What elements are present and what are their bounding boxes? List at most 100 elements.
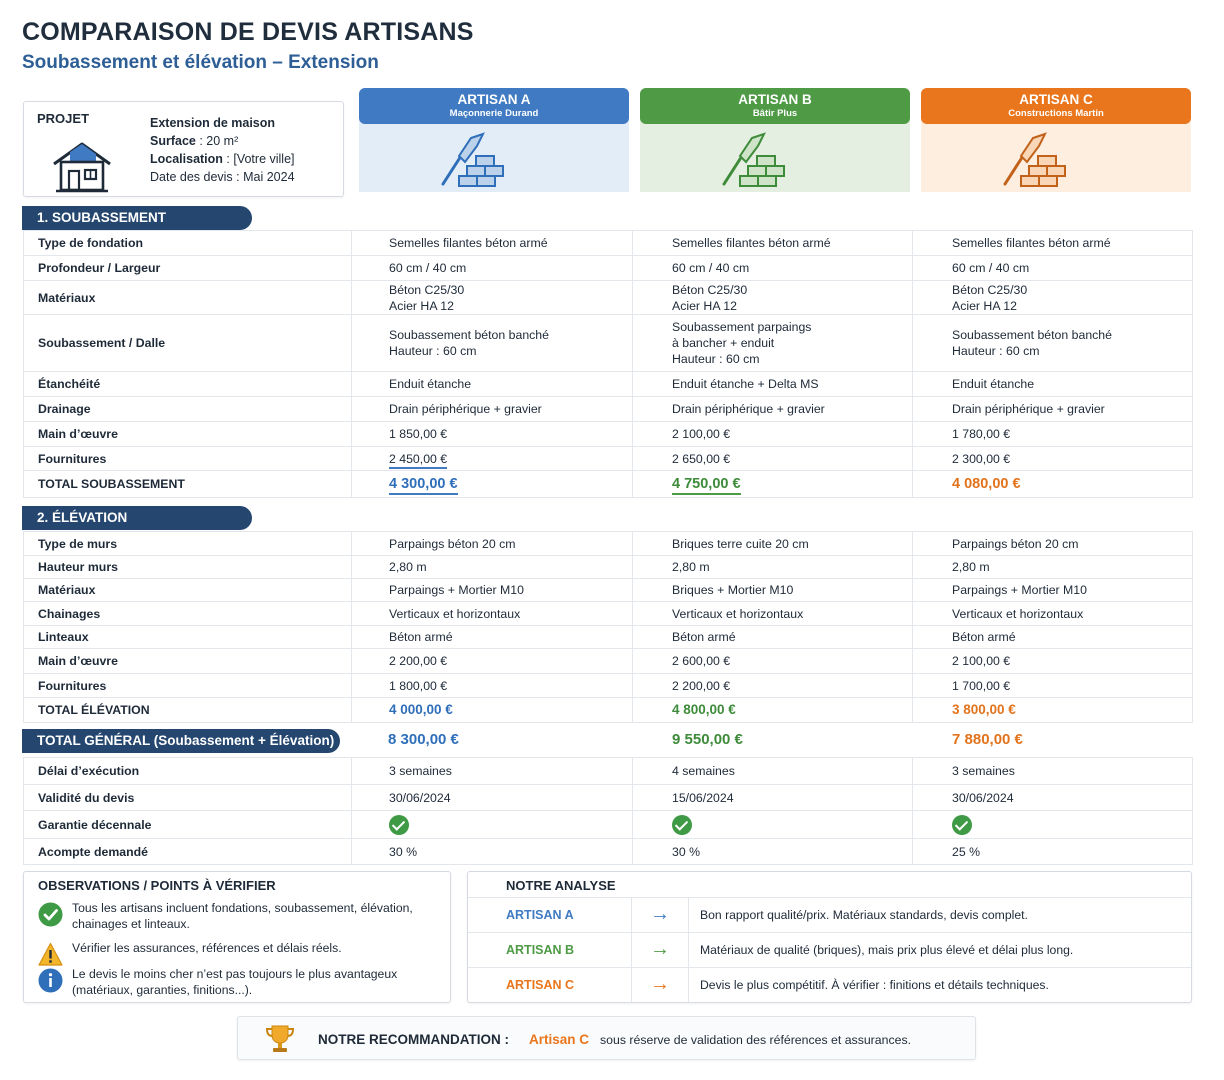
cell-a: Enduit étanche [351,371,633,397]
cell-b: Semelles filantes béton armé [632,230,913,256]
observation-text: Vérifier les assurances, références et d… [72,941,342,955]
section-soubassement-title: 1. SOUBASSEMENT [22,206,252,230]
row-label: Délai d’exécution [23,757,352,785]
table-row: Hauteur murs 2,80 m 2,80 m 2,80 m [23,555,1193,579]
cell-line: Béton C25/30 [952,282,1028,297]
table-row: Linteaux Béton armé Béton armé Béton arm… [23,625,1193,649]
row-label: Hauteur murs [23,555,352,579]
cell-a: Drain périphérique + gravier [351,396,633,422]
cell-a: 2,80 m [351,555,633,579]
cell-line: Acier HA 12 [389,298,454,313]
analysis-text: Bon rapport qualité/prix. Matériaux stan… [700,908,1028,922]
row-label: Main d’œuvre [23,421,352,447]
observation-item: Le devis le moins cher n’est pas toujour… [38,966,438,1000]
observation-text: Tous les artisans incluent fondations, s… [72,901,413,931]
table-row: Type de murs Parpaings béton 20 cm Briqu… [23,531,1193,556]
recommendation-banner: NOTRE RECOMMANDATION : Artisan C sous ré… [237,1016,976,1060]
cell-line: Hauteur : 60 cm [952,344,1040,358]
cell-a: 1 800,00 € [351,673,633,698]
cell-b: Béton C25/30 Acier HA 12 [632,280,913,315]
cell-c: Soubassement béton banché Hauteur : 60 cm [912,314,1193,372]
cell-b: 60 cm / 40 cm [632,255,913,281]
trowel-bricks-icon [722,132,785,187]
elevation-table: Type de murs Parpaings béton 20 cm Briqu… [23,531,1193,723]
table-row: Fournitures 1 800,00 € 2 200,00 € 1 700,… [23,673,1193,698]
arrow-right-icon: → [631,968,689,1002]
total-b: 4 750,00 € [632,470,913,498]
cell-c: Verticaux et horizontaux [912,601,1193,626]
total-label: TOTAL ÉLÉVATION [23,697,352,723]
cell-c: 30/06/2024 [912,784,1193,811]
artisan-a-name: ARTISAN A [457,92,531,107]
cell-value: 2 450,00 € [389,451,448,469]
cell-a: Verticaux et horizontaux [351,601,633,626]
recommended-artisan: Artisan C [529,1032,590,1047]
observation-item: Vérifier les assurances, références et d… [38,940,438,968]
cell-b: 2 100,00 € [632,421,913,447]
observation-text: Le devis le moins cher n’est pas toujour… [72,967,398,997]
table-row: Acompte demandé 30 % 30 % 25 % [23,838,1193,865]
row-label: Fournitures [23,673,352,698]
analysis-row: ARTISAN B → Matériaux de qualité (brique… [468,932,1191,967]
table-row: Délai d’exécution 3 semaines 4 semaines … [23,757,1193,785]
cell-a: 30/06/2024 [351,784,633,811]
cell-b: Briques terre cuite 20 cm [632,531,913,556]
cell-c: 1 700,00 € [912,673,1193,698]
conditions-table: Délai d’exécution 3 semaines 4 semaines … [23,757,1193,865]
cell-b: Béton armé [632,625,913,649]
cell-a: 2 200,00 € [351,648,633,674]
cell-line: Hauteur : 60 cm [389,344,477,358]
row-label: Matériaux [23,578,352,602]
cell-b: Soubassement parpaings à bancher + enduit… [632,314,913,372]
table-row: Main d’œuvre 1 850,00 € 2 100,00 € 1 780… [23,421,1193,447]
analysis-panel: NOTRE ANALYSE ARTISAN A → Bon rapport qu… [467,871,1192,1003]
check-circle-icon [38,902,63,927]
cell-b: 2 200,00 € [632,673,913,698]
row-label: Profondeur / Largeur [23,255,352,281]
cell-a: 60 cm / 40 cm [351,255,633,281]
observations-title: OBSERVATIONS / POINTS À VÉRIFIER [38,878,276,893]
grand-total-a: 8 300,00 € [388,731,459,748]
table-row: Matériaux Parpaings + Mortier M10 Brique… [23,578,1193,602]
cell-c: Béton C25/30 Acier HA 12 [912,280,1193,315]
analysis-artisan: ARTISAN C [506,978,575,992]
total-label: TOTAL SOUBASSEMENT [23,470,352,498]
soubassement-table: Type de fondation Semelles filantes béto… [23,230,1193,498]
cell-c: Parpaings béton 20 cm [912,531,1193,556]
info-icon [38,968,63,993]
total-c: 3 800,00 € [912,697,1193,723]
total-value: 4 080,00 € [952,476,1021,492]
table-row: Soubassement / Dalle Soubassement béton … [23,314,1193,372]
cell-line: Béton C25/30 [672,282,748,297]
analysis-row: ARTISAN A → Bon rapport qualité/prix. Ma… [468,897,1191,932]
check-icon [672,814,692,835]
cell-a: Soubassement béton banché Hauteur : 60 cm [351,314,633,372]
surface-label: Surface [150,134,196,148]
table-row: Fournitures 2 450,00 € 2 650,00 € 2 300,… [23,446,1193,471]
cell-b: Briques + Mortier M10 [632,578,913,602]
cell-a: Béton armé [351,625,633,649]
cell-line: à bancher + enduit [672,336,775,350]
analysis-title: NOTRE ANALYSE [506,878,616,893]
house-icon [53,142,111,193]
cell-line: Soubassement béton banché [952,328,1112,342]
analysis-row: ARTISAN C → Devis le plus compétitif. À … [468,967,1191,1002]
artisan-a-header: ARTISAN A Maçonnerie Durand [359,88,629,192]
row-label: Soubassement / Dalle [23,314,352,372]
row-label: Type de fondation [23,230,352,256]
warning-icon [38,942,63,966]
cell-a: 30 % [351,838,633,865]
artisan-a-company: Maçonnerie Durand [449,108,539,119]
project-details: Extension de maison Surface : 20 m² Loca… [150,114,295,186]
row-label: Type de murs [23,531,352,556]
surface-value: : 20 m² [195,134,239,148]
location-label: Localisation [150,152,223,166]
cell-b: 15/06/2024 [632,784,913,811]
cell-c: 2,80 m [912,555,1193,579]
row-label: Acompte demandé [23,838,352,865]
cell-c: 25 % [912,838,1193,865]
table-row: Main d’œuvre 2 200,00 € 2 600,00 € 2 100… [23,648,1193,674]
cell-c: Enduit étanche [912,371,1193,397]
recommendation-label: NOTRE RECOMMANDATION : [318,1032,509,1047]
row-label: Linteaux [23,625,352,649]
